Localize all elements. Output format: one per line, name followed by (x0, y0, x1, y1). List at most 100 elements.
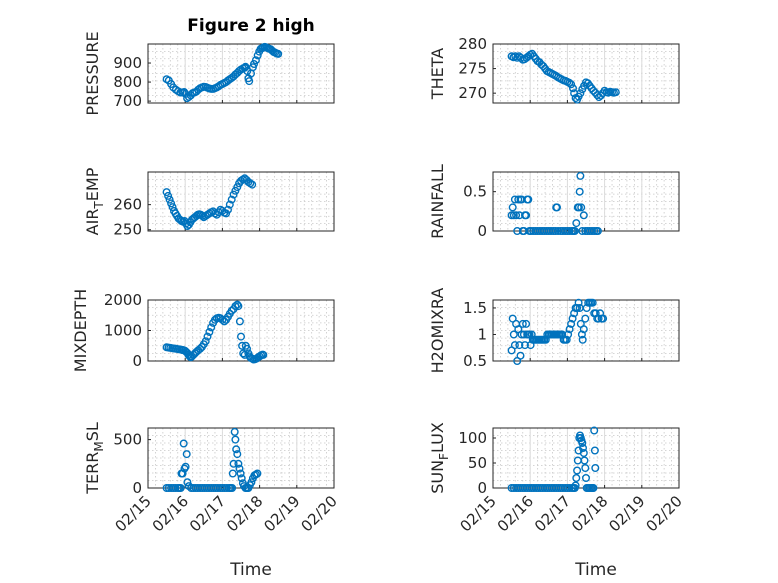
y-axis-label: THETA (428, 48, 447, 100)
data-point (167, 199, 176, 208)
y-tick-label: 250 (113, 221, 142, 239)
y-tick-label: 1000 (104, 322, 142, 340)
data-point (590, 446, 599, 455)
data-point (572, 474, 581, 483)
subplot-3: 250 260 AIRTEMP (83, 167, 335, 239)
x-tick-label: 02/18 (223, 492, 266, 535)
data-point (574, 298, 583, 307)
data-point (203, 332, 212, 341)
data-point (579, 444, 588, 453)
data-point (510, 341, 519, 350)
axes-box (147, 171, 335, 232)
data-point (274, 49, 283, 58)
data-point (522, 319, 531, 328)
data-point (569, 84, 578, 93)
data-point (249, 60, 258, 69)
data-point (589, 484, 598, 493)
data-point (233, 450, 242, 459)
data-point (231, 302, 240, 311)
y-tick-label: 275 (458, 60, 487, 78)
data-point (565, 78, 574, 87)
data-point (253, 469, 262, 478)
data-point (242, 344, 251, 353)
data-point (579, 325, 588, 334)
data-point (239, 349, 248, 358)
x-tick-label: 02/20 (298, 492, 341, 535)
data-point (229, 190, 238, 199)
y-tick-label: 100 (458, 429, 487, 447)
subplot-2: 270 275 280 THETA (428, 35, 680, 104)
data-point (578, 439, 587, 448)
y-axis-label: H2OMIXRA (428, 288, 447, 374)
data-point (579, 449, 588, 458)
y-tick-label: 260 (113, 196, 142, 214)
data-point (178, 469, 187, 478)
x-tick-label: 02/18 (568, 492, 611, 535)
x-tick-label: 02/20 (643, 492, 686, 535)
data-point (179, 439, 188, 448)
data-point (578, 226, 587, 235)
data-point (229, 459, 238, 468)
data-point (230, 427, 239, 436)
data-point (516, 53, 525, 62)
y-tick-label: 0 (132, 479, 142, 497)
data-point (201, 337, 210, 346)
data-point (245, 77, 254, 86)
data-point (259, 350, 268, 359)
data-point (207, 323, 216, 332)
data-point (590, 426, 599, 435)
data-point (183, 478, 192, 487)
subplot-7: 0 500 TERRMSL 02/1502/1602/1702/1802/1902/2… (83, 422, 341, 580)
x-tick-label: 02/16 (494, 492, 537, 535)
data-point (599, 314, 608, 323)
data-point (551, 226, 560, 235)
y-tick-label: 1 (477, 325, 487, 343)
data-point (522, 211, 531, 220)
data-point (578, 335, 587, 344)
data-point (228, 469, 237, 478)
axes-box (147, 43, 335, 104)
data-point (518, 319, 527, 328)
y-tick-label: 1.5 (463, 299, 487, 317)
data-point (162, 188, 171, 197)
y-tick-label: 500 (113, 431, 142, 449)
x-tick-label: 02/16 (149, 492, 192, 535)
y-axis-label: MIXDEPTH (71, 289, 90, 372)
y-axis-label: TERRMSL (83, 422, 106, 495)
y-tick-label: 270 (458, 84, 487, 102)
data-point (180, 87, 189, 96)
data-point (576, 171, 585, 180)
x-axis-label: Time (574, 560, 617, 580)
data-point (574, 203, 583, 212)
data-point (571, 481, 580, 490)
data-point (581, 464, 590, 473)
y-tick-label: 700 (113, 92, 142, 110)
subplot-4: 0 0.5 RAINFALL (428, 164, 680, 240)
data-point (234, 302, 243, 311)
y-tick-label: 0 (477, 479, 487, 497)
data-point (253, 51, 262, 60)
x-axis-label: Time (229, 560, 272, 580)
y-tick-label: 50 (468, 454, 487, 472)
y-axis-label: AIRTEMP (83, 167, 106, 235)
data-point (564, 330, 573, 339)
data-point (235, 464, 244, 473)
axes-box (492, 43, 680, 104)
data-point (521, 341, 530, 350)
data-point (509, 330, 518, 339)
data-point (228, 484, 237, 493)
data-point (577, 203, 586, 212)
data-point (567, 80, 576, 89)
data-point (236, 469, 245, 478)
data-point (573, 304, 582, 313)
data-point (581, 314, 590, 323)
data-point (235, 317, 244, 326)
data-point (181, 462, 190, 471)
data-point (553, 203, 562, 212)
data-point (232, 445, 241, 454)
data-point (234, 459, 243, 468)
data-point (516, 351, 525, 360)
y-tick-label: 0.5 (463, 352, 487, 370)
y-tick-label: 280 (458, 35, 487, 53)
